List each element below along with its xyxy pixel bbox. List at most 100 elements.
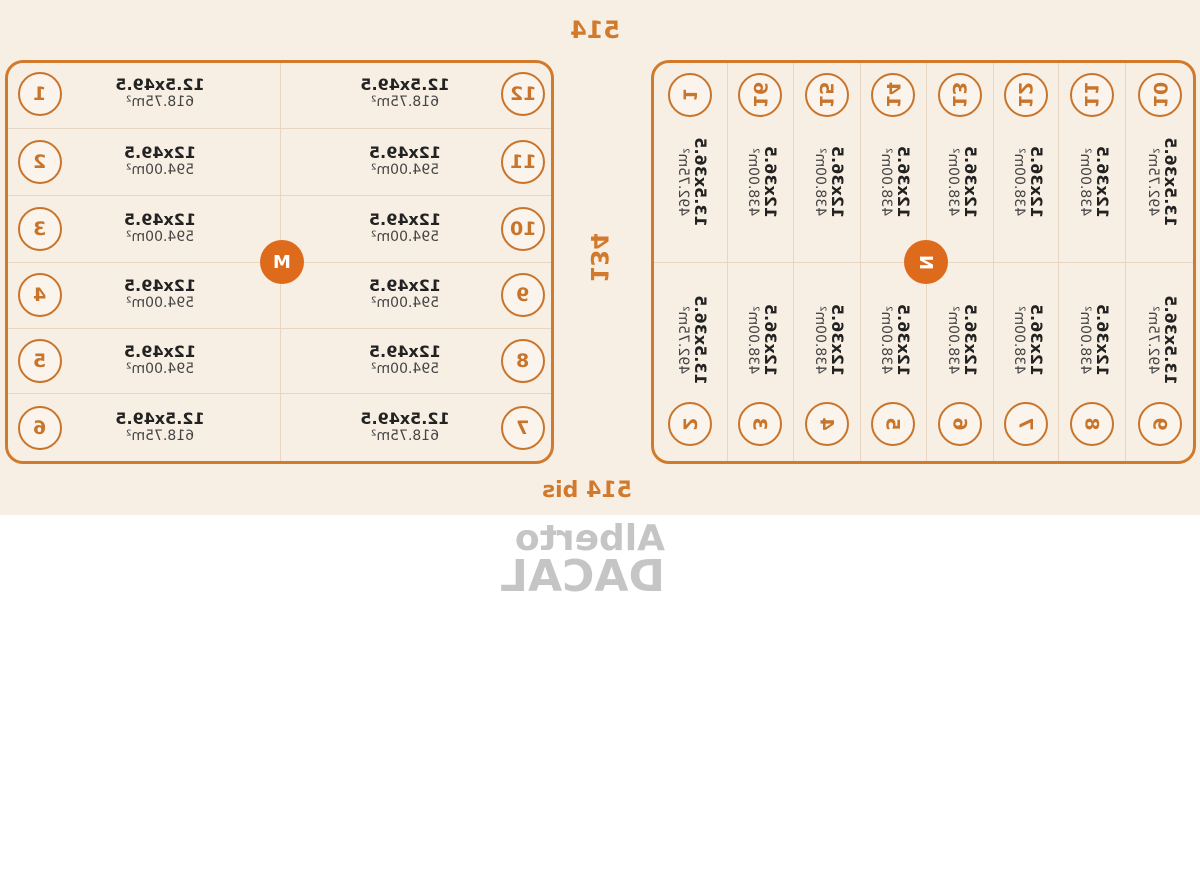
lot-number-circle[interactable]: 3 — [18, 206, 62, 251]
block-m — [5, 60, 554, 464]
lot-number-circle[interactable]: 8 — [501, 338, 545, 383]
lot-dimensions: 12.5x49.5 — [360, 409, 450, 428]
lot-info[interactable]: 13.5x36.5 492.75m² — [1140, 278, 1180, 402]
lot-number: 12 — [1014, 81, 1037, 109]
street-middle-text: 134 — [585, 232, 614, 284]
lot-area: 438.00m² — [811, 305, 828, 375]
lot-area: 594.00m² — [125, 360, 195, 377]
lot-info[interactable]: 12x36.5 438.00m² — [740, 120, 780, 244]
lot-info[interactable]: 12x49.5 594.00m² — [345, 276, 465, 312]
lot-info[interactable]: 12x36.5 438.00m² — [1072, 278, 1112, 402]
lot-number-circle[interactable]: 2 — [667, 402, 712, 446]
lot-number-circle[interactable]: 10 — [1138, 73, 1182, 117]
lot-number-circle[interactable]: 16 — [738, 73, 782, 117]
lot-number-circle[interactable]: 12 — [1003, 73, 1048, 117]
lot-number-circle[interactable]: 11 — [1069, 73, 1114, 117]
lot-dimensions: 12x36.5 — [761, 303, 780, 377]
lot-info[interactable]: 12.5x49.5 618.75m² — [100, 409, 220, 445]
lot-number: 5 — [33, 349, 47, 372]
lot-area: 594.00m² — [370, 295, 440, 311]
lot-dimensions: 13.5x36.5 — [690, 137, 710, 227]
block-n-badge: N — [904, 240, 948, 284]
lot-info[interactable]: 12.5x49.5 618.75m² — [345, 75, 465, 111]
lot-number-circle[interactable]: 3 — [738, 402, 782, 446]
lot-info[interactable]: 12x36.5 438.00m² — [807, 278, 847, 402]
lot-area: 438.00m² — [1010, 147, 1027, 217]
lot-number-circle[interactable]: 5 — [871, 402, 915, 446]
lot-number-circle[interactable]: 14 — [871, 73, 915, 117]
lot-area: 618.75m² — [370, 94, 440, 110]
lot-info[interactable]: 12.5x49.5 618.75m² — [100, 75, 220, 111]
lot-number: 6 — [948, 417, 971, 431]
lot-info[interactable]: 12x36.5 438.00m² — [873, 278, 913, 402]
lot-number-circle[interactable]: 10 — [501, 206, 545, 251]
lot-area: 438.00m² — [1076, 147, 1093, 217]
lot-number: 11 — [509, 150, 537, 173]
lot-number-circle[interactable]: 6 — [937, 402, 982, 446]
lot-dimensions: 12x36.5 — [894, 303, 913, 377]
lot-number-circle[interactable]: 9 — [1138, 402, 1182, 446]
lot-info[interactable]: 12x36.5 438.00m² — [940, 278, 980, 402]
lot-number-circle[interactable]: 2 — [18, 139, 62, 184]
lot-area: 594.00m² — [125, 295, 195, 311]
lot-number-circle[interactable]: 1 — [18, 72, 62, 116]
lot-number-circle[interactable]: 7 — [1003, 402, 1048, 446]
lot-number-circle[interactable]: 9 — [501, 273, 545, 317]
lot-number-circle[interactable]: 15 — [804, 73, 849, 117]
lot-info[interactable]: 12x49.5 594.00m² — [100, 143, 220, 179]
lot-info[interactable]: 13.5x36.5 492.75m² — [670, 278, 710, 402]
lot-dimensions: 12.5x49.5 — [115, 75, 205, 94]
lot-number: 2 — [678, 417, 701, 431]
lot-number-circle[interactable]: 4 — [18, 273, 62, 317]
lot-number-circle[interactable]: 5 — [18, 338, 62, 383]
lot-area: 618.75m² — [125, 428, 195, 444]
block-n-label: N — [915, 254, 937, 270]
lot-dimensions: 12x36.5 — [1026, 303, 1046, 377]
lot-dimensions: 12x36.5 — [1092, 145, 1112, 219]
street-label-top: 514 — [570, 16, 620, 44]
lot-info[interactable]: 12x36.5 438.00m² — [1006, 120, 1046, 244]
lot-number: 14 — [881, 81, 904, 109]
lot-area: 438.00m² — [745, 305, 761, 375]
lot-info[interactable]: 12x36.5 438.00m² — [807, 120, 847, 244]
lot-info[interactable]: 12x36.5 438.00m² — [1072, 120, 1112, 244]
lot-area: 594.00m² — [125, 228, 195, 245]
lot-number-circle[interactable]: 4 — [804, 402, 849, 446]
lot-dimensions: 12x36.5 — [827, 145, 847, 219]
lot-info[interactable]: 12x49.5 594.00m² — [345, 342, 465, 378]
lot-dimensions: 13.5x36.5 — [690, 295, 710, 385]
lot-dimensions: 12x36.5 — [894, 145, 913, 219]
lot-area: 438.00m² — [944, 147, 961, 217]
lot-number: 13 — [948, 81, 971, 109]
lot-area: 594.00m² — [370, 360, 440, 377]
lot-number-circle[interactable]: 11 — [501, 139, 545, 184]
lot-info[interactable]: 13.5x36.5 492.75m² — [1140, 120, 1180, 244]
lot-number: 15 — [815, 81, 838, 109]
lot-info[interactable]: 12x49.5 594.00m² — [345, 210, 465, 246]
lot-info[interactable]: 12x49.5 594.00m² — [100, 210, 220, 246]
lot-number-circle[interactable]: 6 — [18, 406, 62, 450]
lot-area: 438.00m² — [944, 305, 961, 375]
lot-number-circle[interactable]: 12 — [501, 72, 545, 116]
lot-info[interactable]: 12x36.5 438.00m² — [873, 120, 913, 244]
lot-area: 594.00m² — [370, 228, 440, 245]
lot-info[interactable]: 12x36.5 438.00m² — [1006, 278, 1046, 402]
block-m-row-divider — [8, 128, 551, 129]
lot-info[interactable]: 12x49.5 594.00m² — [100, 342, 220, 378]
lot-info[interactable]: 12x36.5 438.00m² — [740, 278, 780, 402]
lot-info[interactable]: 12x49.5 594.00m² — [100, 276, 220, 312]
lot-info[interactable]: 12x49.5 594.00m² — [345, 143, 465, 179]
lot-number-circle[interactable]: 8 — [1069, 402, 1114, 446]
lot-info[interactable]: 13.5x36.5 492.75m² — [670, 120, 710, 244]
lot-dimensions: 13.5x36.5 — [1161, 137, 1180, 227]
lot-number: 10 — [1148, 81, 1171, 109]
lot-number-circle[interactable]: 13 — [937, 73, 982, 117]
street-bottom-text: 514 bis — [542, 478, 632, 503]
lot-info[interactable]: 12x36.5 438.00m² — [940, 120, 980, 244]
lot-number-circle[interactable]: 7 — [501, 406, 545, 450]
lot-info[interactable]: 12.5x49.5 618.75m² — [345, 409, 465, 445]
lot-number: 6 — [33, 417, 47, 439]
lot-number-circle[interactable]: 1 — [667, 73, 712, 117]
lot-area: 438.00m² — [878, 305, 894, 375]
lot-number: 7 — [1014, 417, 1037, 431]
